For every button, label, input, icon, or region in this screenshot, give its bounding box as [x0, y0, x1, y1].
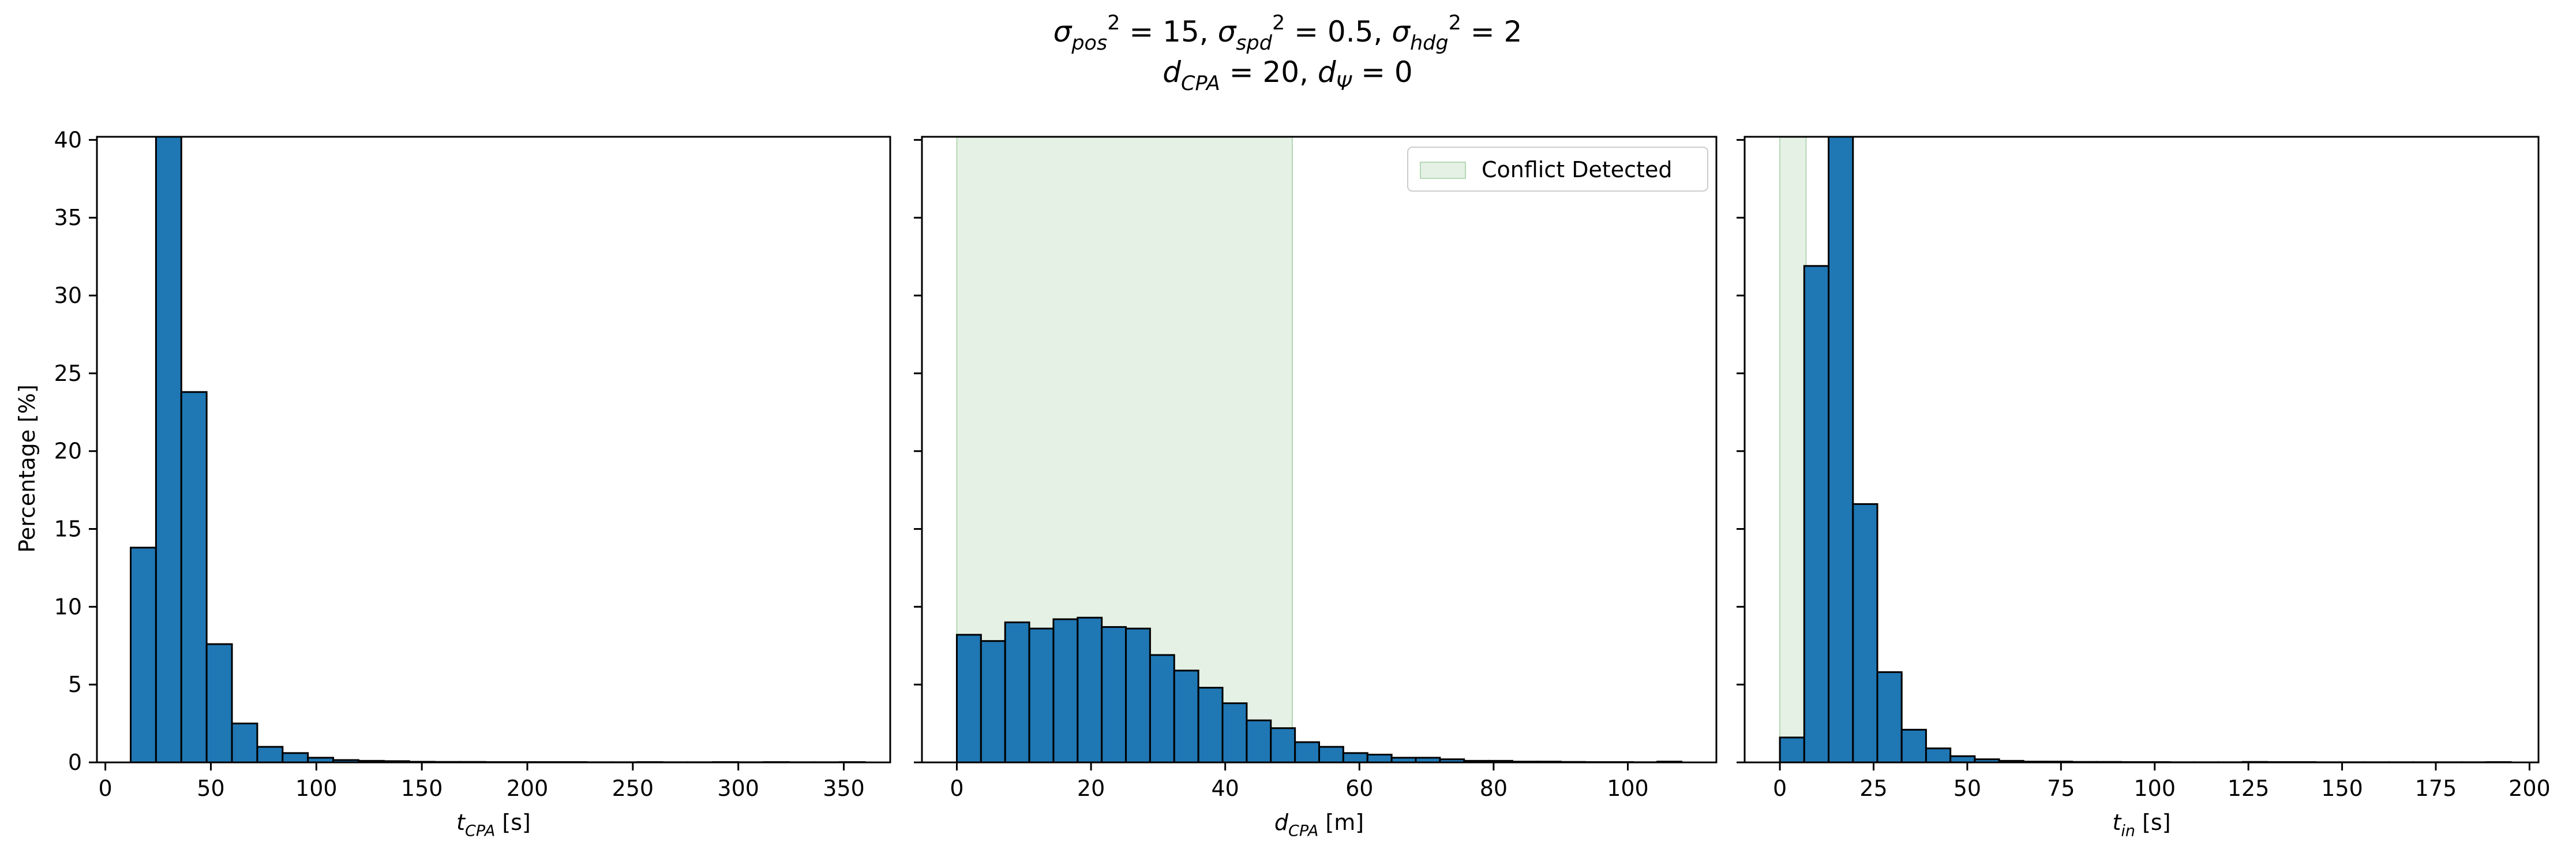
x-tick-label: 60 [1345, 776, 1373, 801]
x-tick-label: 200 [507, 776, 549, 801]
histogram-bar [256, 746, 284, 762]
histogram-bar [1101, 626, 1127, 762]
histogram-bar [1125, 627, 1151, 762]
y-tick-label: 20 [54, 439, 82, 464]
x-tick-label: 80 [1480, 776, 1508, 801]
y-tick-label: 5 [68, 672, 82, 697]
histogram-bar [1900, 728, 1927, 762]
histogram-bar [180, 391, 208, 762]
x-axis-label: tin [s] [2112, 810, 2170, 840]
histogram-bar [1246, 719, 1272, 762]
axes-frame [96, 136, 891, 764]
x-tick-label: 175 [2415, 776, 2457, 801]
histogram-bar [980, 640, 1006, 762]
histogram-bar [1077, 616, 1103, 762]
histogram-bar [1779, 736, 1805, 762]
figure-suptitle-line-1: σpos2 = 15, σspd2 = 0.5, σhdg2 = 2 [1053, 12, 1523, 55]
x-tick-label: 20 [1077, 776, 1105, 801]
x-tick-label: 100 [2133, 776, 2176, 801]
x-tick-label: 300 [717, 776, 759, 801]
plot-area [955, 137, 1683, 762]
x-axis-label: tCPA [s] [456, 810, 531, 840]
histogram-bar [1004, 621, 1030, 762]
x-tick-label: 50 [1953, 776, 1981, 801]
legend-swatch [1420, 162, 1466, 179]
subplot-3: 0 25 50 75 100 125 150 175 200 tin [s] [1737, 136, 2551, 840]
subplot-row: 0 50 100 150 200 250 300 3500510152025303540tCP… [54, 127, 2551, 840]
y-tick-label: 25 [54, 361, 82, 386]
histogram-bar [1197, 687, 1224, 762]
histogram-bar [1949, 755, 1976, 762]
x-axis-label: dCPA [m] [1274, 810, 1364, 840]
x-tick-label: 50 [197, 776, 224, 801]
histogram-bar [1221, 702, 1248, 762]
axes-frame [921, 136, 1718, 764]
y-tick-label: 15 [54, 517, 82, 542]
histogram-bar [955, 634, 982, 762]
y-tick-label: 30 [54, 283, 82, 308]
x-tick-label: 0 [950, 776, 963, 801]
histogram-bar [1028, 627, 1055, 762]
histogram-bar [1173, 669, 1199, 762]
x-tick-label: 150 [2321, 776, 2363, 801]
histogram-bar [1803, 265, 1830, 762]
x-tick-label: 0 [1773, 776, 1787, 801]
y-tick-label: 40 [54, 127, 82, 152]
axes-frame [1743, 136, 2540, 764]
x-tick-label: 25 [1859, 776, 1887, 801]
histogram-bar [1149, 654, 1175, 762]
histogram-bar [1342, 752, 1368, 762]
x-tick-label: 100 [295, 776, 338, 801]
histogram-bar [231, 723, 258, 762]
histogram-bar [1366, 754, 1393, 762]
histogram-bar [1318, 746, 1344, 762]
x-tick-label: 125 [2228, 776, 2270, 801]
x-tick-label: 200 [2508, 776, 2551, 801]
y-axis-label: Percentage [%] [14, 384, 40, 553]
legend: Conflict Detected [1407, 147, 1708, 192]
plot-area [130, 137, 866, 762]
histogram-bar [1876, 671, 1903, 762]
x-tick-label: 100 [1607, 776, 1649, 801]
x-tick-label: 250 [612, 776, 654, 801]
histogram-bar [205, 643, 233, 762]
histogram-bar [130, 547, 157, 762]
subplot-1: 0 50 100 150 200 250 300 350 0 5 10 15 20 25 30 35 40 tCP… [54, 127, 891, 840]
histogram-bar [1294, 741, 1321, 762]
y-tick-label: 0 [68, 750, 82, 775]
legend-label: Conflict Detected [1482, 157, 1672, 182]
histogram-bar [1925, 747, 1952, 762]
histogram-bar [1052, 618, 1079, 762]
legend-frame [1407, 147, 1708, 192]
histogram-bar [282, 752, 309, 762]
conflict-region [1779, 137, 1807, 762]
y-tick-label: 10 [54, 594, 82, 619]
figure-suptitle-line-2: dCPA = 20, dΨ = 0 [1163, 55, 1412, 95]
x-tick-label: 150 [401, 776, 443, 801]
x-tick-label: 0 [99, 776, 113, 801]
x-tick-label: 75 [2047, 776, 2075, 801]
histogram-bar [1828, 137, 1854, 762]
histogram-bar [1852, 503, 1878, 762]
histogram-bar [155, 137, 182, 762]
y-tick-label: 35 [54, 205, 82, 230]
histogram-bar [1270, 727, 1296, 762]
x-tick-label: 40 [1211, 776, 1239, 801]
subplot-2: 0 20 40 60 80 100 dCPA [m] Conflict Detected [914, 136, 1718, 840]
x-tick-label: 350 [823, 776, 865, 801]
plot-area [1779, 137, 2512, 762]
